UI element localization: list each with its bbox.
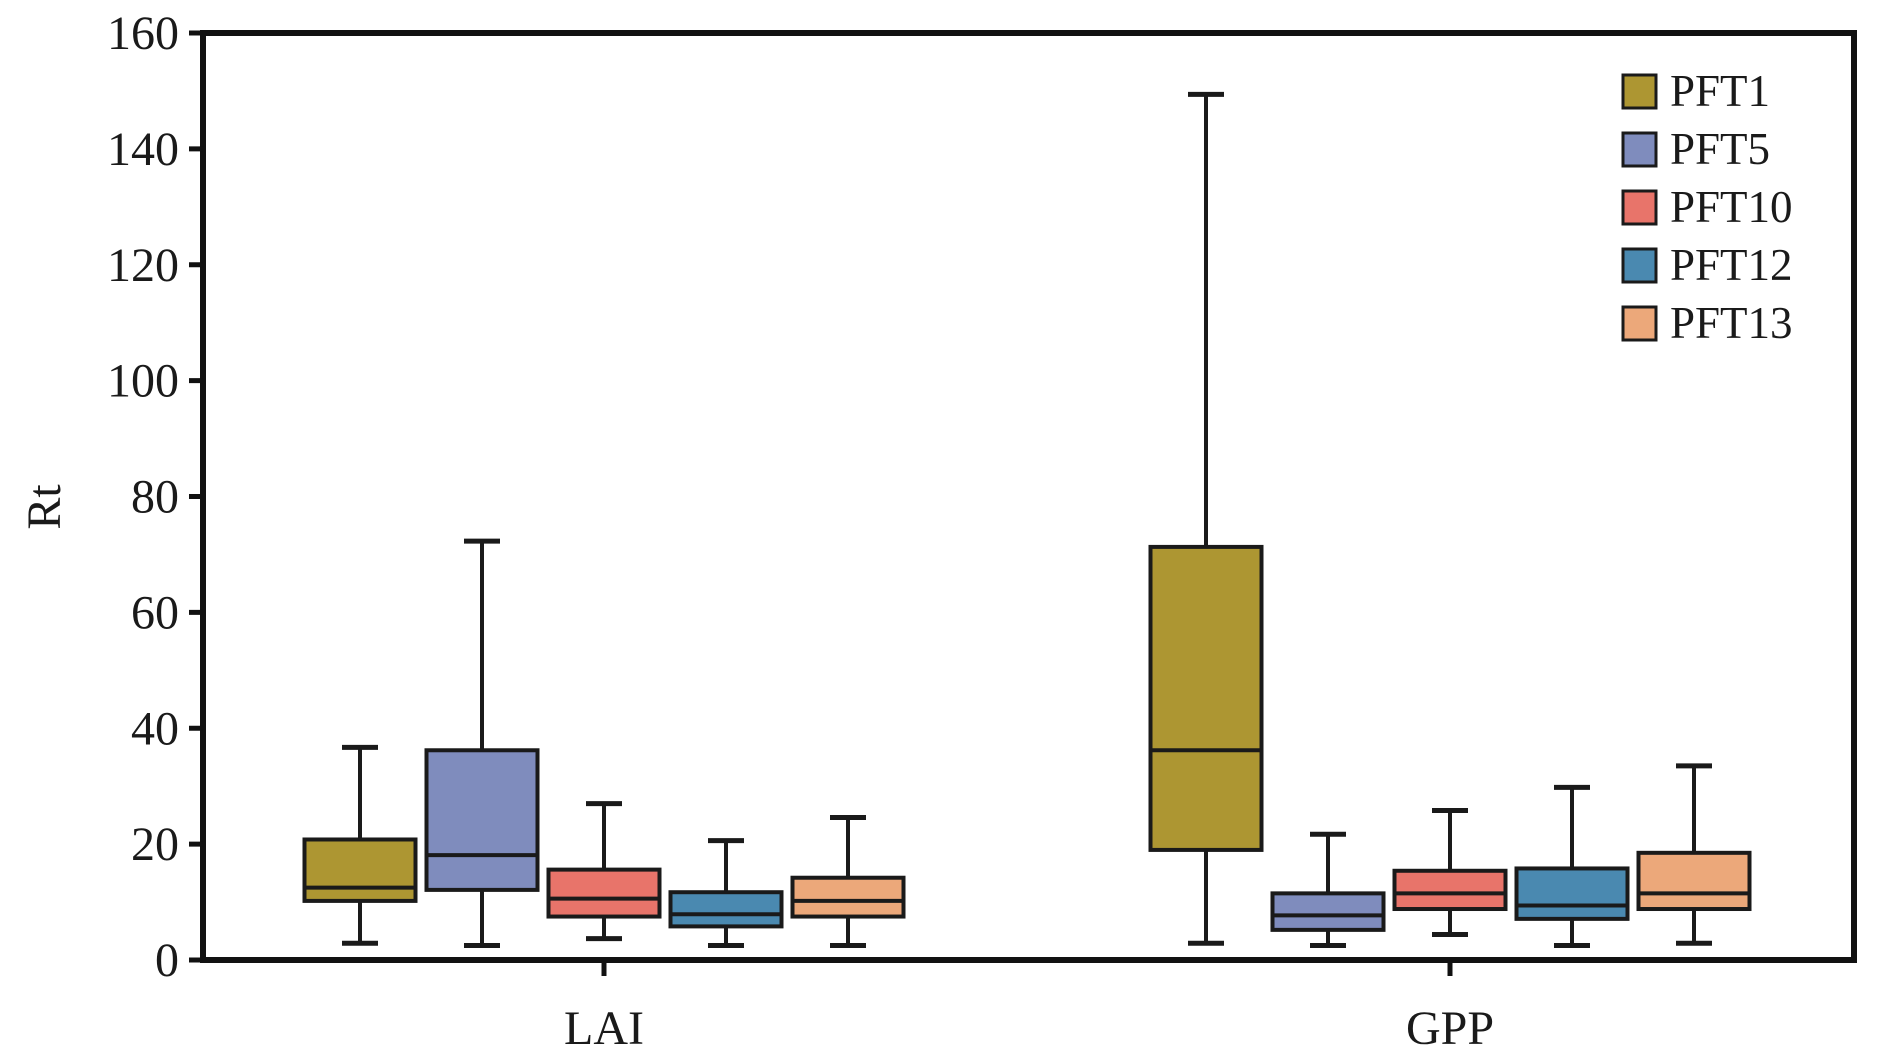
box-iqr — [1392, 868, 1508, 912]
box-iqr — [1270, 891, 1386, 932]
legend-label: PFT10 — [1670, 182, 1793, 232]
box-pft10-lai — [546, 801, 662, 942]
boxes-layer — [302, 91, 1752, 949]
y-tick-label: 80 — [131, 471, 179, 524]
box-iqr — [302, 837, 418, 903]
y-axis-title: Rt — [18, 484, 71, 530]
box-iqr — [1514, 866, 1630, 921]
y-tick-label: 20 — [131, 818, 179, 871]
legend-label: PFT5 — [1670, 124, 1770, 174]
box-iqr — [1148, 544, 1264, 852]
y-tick-label: 100 — [107, 355, 179, 408]
box-pft5-gpp — [1270, 831, 1386, 949]
box-iqr — [546, 867, 662, 919]
legend-label: PFT13 — [1670, 298, 1793, 348]
box-pft13-gpp — [1636, 763, 1752, 946]
box-iqr — [1636, 850, 1752, 912]
y-tick-label: 160 — [107, 7, 179, 60]
legend-label: PFT12 — [1670, 240, 1793, 290]
box-pft13-lai — [790, 814, 906, 949]
legend-swatch — [1621, 305, 1658, 342]
legend: PFT1 PFT5 PFT10 PFT12 PFT13 — [1621, 66, 1793, 348]
box-pft1-lai — [302, 744, 418, 946]
legend-swatch — [1621, 247, 1658, 284]
box-pft12-gpp — [1514, 784, 1630, 949]
y-tick-label: 0 — [155, 934, 179, 987]
legend-swatch — [1621, 73, 1658, 110]
box-pft1-gpp — [1148, 91, 1264, 946]
box-iqr — [424, 748, 540, 892]
box-iqr — [790, 875, 906, 919]
legend-label: PFT1 — [1670, 66, 1770, 116]
y-axis: 0 20 40 60 80 100 120 140 160 — [107, 7, 203, 987]
x-tick-label: GPP — [1406, 1002, 1494, 1055]
box-iqr — [668, 890, 784, 929]
box-pft12-lai — [668, 838, 784, 949]
box-pft10-gpp — [1392, 808, 1508, 938]
y-tick-label: 120 — [107, 239, 179, 292]
y-tick-label: 140 — [107, 123, 179, 176]
x-axis: LAI GPP — [564, 960, 1494, 1055]
legend-swatch — [1621, 189, 1658, 226]
legend-swatch — [1621, 131, 1658, 168]
y-tick-label: 40 — [131, 702, 179, 755]
y-tick-label: 60 — [131, 586, 179, 639]
box-pft5-lai — [424, 538, 540, 949]
x-tick-label: LAI — [564, 1002, 644, 1055]
